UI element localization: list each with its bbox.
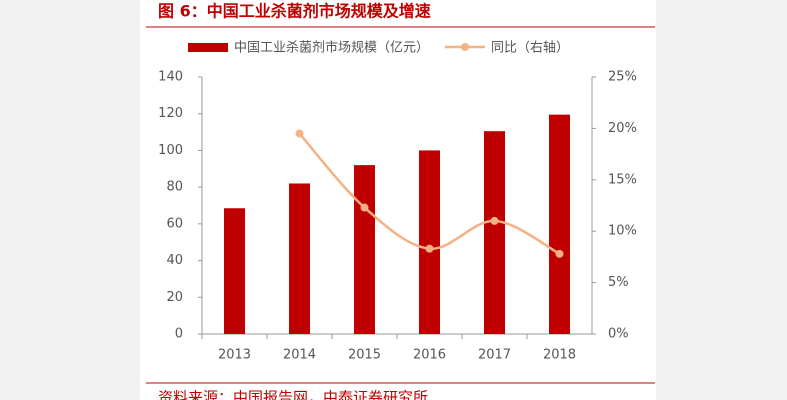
y2-tick-label: 10% bbox=[608, 224, 637, 239]
y2-tick-label: 5% bbox=[608, 275, 629, 290]
x-tick-label: 2014 bbox=[283, 348, 316, 363]
y-tick-label: 40 bbox=[166, 253, 183, 268]
line-marker bbox=[555, 249, 564, 258]
x-tick-label: 2018 bbox=[543, 348, 576, 363]
bar bbox=[419, 150, 440, 334]
y-tick-label: 100 bbox=[158, 143, 183, 158]
source: 资料来源：中国报告网，中泰证券研究所 bbox=[158, 389, 428, 400]
y-tick-label: 0 bbox=[175, 327, 183, 342]
y-tick-label: 20 bbox=[166, 290, 183, 305]
line-marker bbox=[360, 203, 369, 212]
bar bbox=[484, 131, 505, 334]
x-tick-label: 2016 bbox=[413, 348, 446, 363]
line-marker bbox=[490, 216, 499, 225]
y-tick-label: 80 bbox=[166, 180, 183, 195]
y2-tick-label: 20% bbox=[608, 121, 637, 136]
chart-title: 图 6：中国工业杀菌剂市场规模及增速 bbox=[158, 2, 431, 21]
y-tick-label: 140 bbox=[158, 70, 183, 85]
bar bbox=[289, 183, 310, 334]
line-marker bbox=[425, 244, 434, 253]
legend-label: 同比（右轴） bbox=[491, 41, 569, 56]
y-tick-label: 60 bbox=[166, 216, 183, 231]
x-tick-label: 2017 bbox=[478, 348, 511, 363]
line-marker bbox=[295, 129, 304, 138]
bar bbox=[354, 165, 375, 334]
legend-swatch bbox=[461, 43, 470, 51]
legend-swatch bbox=[188, 43, 228, 52]
legend-label: 中国工业杀菌剂市场规模（亿元） bbox=[234, 40, 429, 56]
bar bbox=[224, 208, 245, 334]
y2-tick-label: 0% bbox=[608, 327, 629, 342]
x-tick-label: 2013 bbox=[218, 348, 251, 363]
x-tick-label: 2015 bbox=[348, 348, 381, 363]
y-tick-label: 120 bbox=[158, 106, 183, 121]
y2-tick-label: 15% bbox=[608, 172, 637, 187]
bar bbox=[549, 114, 570, 334]
y2-tick-label: 25% bbox=[608, 70, 637, 85]
